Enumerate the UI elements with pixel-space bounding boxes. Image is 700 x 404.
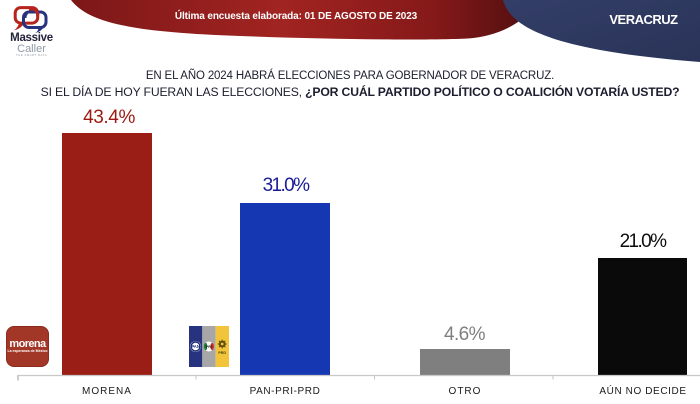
svg-text:PRD: PRD — [218, 351, 226, 355]
svg-text:PRI: PRI — [206, 344, 213, 349]
svg-text:PAN: PAN — [191, 344, 200, 349]
